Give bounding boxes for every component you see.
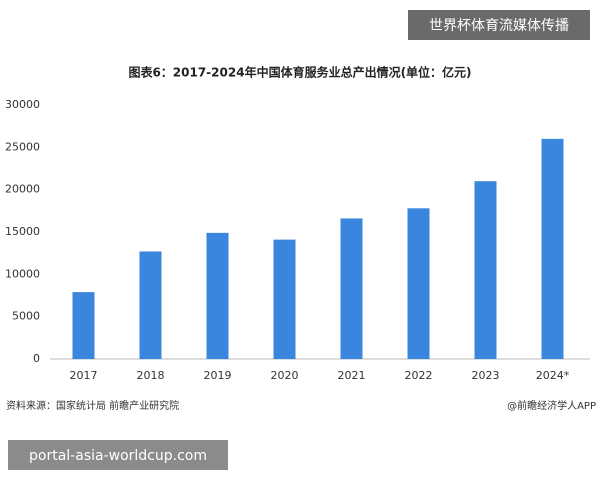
x-tick-label: 2020 [271, 369, 299, 382]
bar [541, 138, 564, 359]
y-tick-label: 25000 [5, 140, 40, 153]
y-tick-label: 5000 [12, 310, 40, 323]
y-tick-label: 0 [33, 352, 40, 365]
bar [206, 232, 229, 359]
chart-title: 图表6：2017-2024年中国体育服务业总产出情况(单位：亿元) [128, 65, 471, 80]
overlay-box [8, 440, 228, 470]
x-tick-label: 2018 [137, 369, 165, 382]
bar [139, 251, 162, 359]
bar [407, 208, 430, 359]
x-tick-label: 2021 [338, 369, 366, 382]
bar [340, 218, 363, 359]
bar [474, 181, 497, 359]
y-tick-label: 30000 [5, 98, 40, 111]
x-tick-label: 2019 [204, 369, 232, 382]
y-tick-label: 20000 [5, 183, 40, 196]
overlay-box [408, 10, 590, 40]
y-tick-label: 15000 [5, 225, 40, 238]
credit: @前瞻经济学人APP [507, 399, 596, 412]
bar [273, 239, 296, 359]
bar [72, 292, 95, 359]
x-tick-label: 2023 [472, 369, 500, 382]
source: 资料来源：国家统计局 前瞻产业研究院 [6, 399, 179, 412]
x-tick-label: 2024* [536, 369, 570, 382]
x-tick-label: 2022 [405, 369, 433, 382]
overlay-bottom: portal-asia-worldcup.com [29, 448, 207, 464]
overlay-top: 世界杯体育流媒体传播 [429, 18, 569, 34]
x-tick-label: 2017 [70, 369, 98, 382]
y-tick-label: 10000 [5, 267, 40, 280]
